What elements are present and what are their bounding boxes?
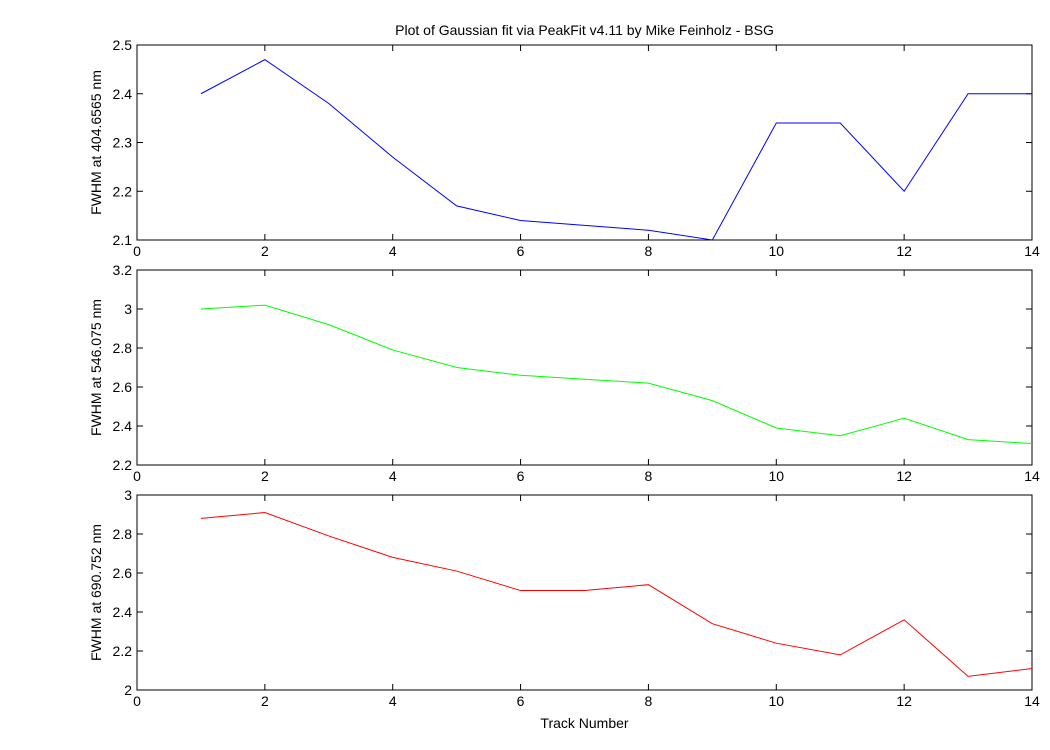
plot-area [136, 494, 1033, 691]
x-tick-label: 4 [389, 243, 397, 259]
data-line [200, 512, 1033, 677]
y-tick-label: 2.1 [113, 232, 133, 248]
x-tick-label: 10 [768, 693, 784, 709]
y-tick-label: 2 [124, 682, 132, 698]
y-axis-label: FWHM at 404.6565 nm [88, 70, 104, 215]
x-tick-label: 6 [517, 468, 525, 484]
x-tick-label: 0 [133, 693, 141, 709]
x-tick-label: 14 [1024, 243, 1040, 259]
x-tick-label: 14 [1024, 693, 1040, 709]
x-tick-label: 8 [645, 693, 653, 709]
x-tick-label: 6 [517, 693, 525, 709]
y-tick-label: 2.8 [113, 340, 133, 356]
data-line [200, 304, 1033, 445]
chart-title: Plot of Gaussian fit via PeakFit v4.11 b… [395, 22, 774, 38]
x-tick-label: 8 [645, 243, 653, 259]
y-tick-label: 2.4 [113, 604, 133, 620]
y-tick-label: 2.6 [113, 379, 133, 395]
x-tick-label: 2 [261, 693, 269, 709]
y-tick-label: 2.3 [113, 135, 133, 151]
data-line [200, 59, 1032, 241]
x-tick-label: 2 [261, 243, 269, 259]
x-tick-label: 6 [517, 243, 525, 259]
y-tick-label: 3 [124, 487, 132, 503]
y-axis-label: FWHM at 546.075 nm [88, 299, 104, 436]
x-tick-label: 14 [1024, 468, 1040, 484]
plot-area [136, 44, 1033, 241]
y-tick-label: 2.2 [113, 643, 133, 659]
x-tick-label: 12 [896, 468, 912, 484]
x-tick-label: 2 [261, 468, 269, 484]
x-tick-label: 0 [133, 468, 141, 484]
x-tick-label: 10 [768, 243, 784, 259]
x-tick-label: 4 [389, 693, 397, 709]
x-axis-label: Track Number [540, 715, 629, 731]
plot-area [136, 269, 1033, 466]
y-tick-label: 2.2 [113, 457, 133, 473]
x-tick-label: 12 [896, 243, 912, 259]
x-tick-label: 8 [645, 468, 653, 484]
y-tick-label: 2.4 [113, 86, 133, 102]
x-tick-label: 12 [896, 693, 912, 709]
y-tick-label: 3.2 [113, 262, 133, 278]
x-tick-label: 10 [768, 468, 784, 484]
y-axis-label: FWHM at 690.752 nm [88, 524, 104, 661]
x-tick-label: 0 [133, 243, 141, 259]
y-tick-label: 2.6 [113, 565, 133, 581]
x-tick-label: 4 [389, 468, 397, 484]
y-tick-label: 2.8 [113, 526, 133, 542]
y-tick-label: 2.4 [113, 418, 133, 434]
y-tick-label: 3 [124, 301, 132, 317]
y-tick-label: 2.5 [113, 37, 133, 53]
y-tick-label: 2.2 [113, 183, 133, 199]
